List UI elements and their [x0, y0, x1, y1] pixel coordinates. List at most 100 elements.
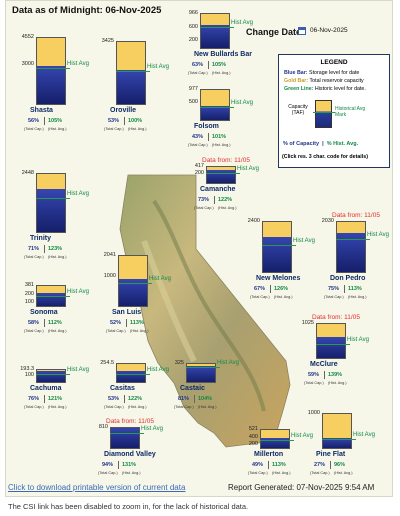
hist-avg-line [36, 374, 70, 375]
hist-avg-label: Hist Avg [353, 432, 375, 438]
hist-avg-caption: (Hist. Avg.) [212, 143, 231, 147]
storage-fill [117, 70, 145, 104]
separator [126, 319, 127, 327]
hist-avg-line [336, 239, 370, 240]
reservoir-name[interactable]: Castaic [180, 385, 205, 392]
pct-hist-avg: 113% [130, 320, 144, 326]
reservoir-name[interactable]: Don Pedro [330, 275, 366, 282]
hist-avg-label: Hist Avg [231, 20, 253, 26]
reservoir-name[interactable]: Camanche [200, 186, 236, 193]
pct-hist-avg: 104% [198, 396, 213, 402]
capacity-bar[interactable] [186, 363, 216, 383]
storage-fill [37, 189, 65, 232]
capacity-bar[interactable] [110, 427, 140, 449]
total-cap-caption: (Total Cap.) [104, 405, 124, 409]
hist-avg-line [36, 296, 70, 297]
legend-sample-bar [315, 100, 332, 128]
date-input[interactable]: 06-Nov-2025 [310, 27, 348, 34]
capacity-tick-mid: 600 [188, 24, 198, 30]
hist-avg-caption: (Hist. Avg.) [48, 329, 67, 333]
capacity-bar[interactable] [36, 173, 66, 233]
pct-capacity: 59% [308, 372, 320, 378]
total-cap-caption: (Total Cap.) [106, 329, 126, 333]
capacity-bar[interactable] [200, 89, 230, 121]
pct-capacity: 43% [192, 134, 204, 140]
capacity-label: 325 [174, 360, 184, 366]
capacity-bar[interactable] [116, 41, 146, 105]
legend-pct-capacity: % of Capacity [283, 141, 320, 147]
capacity-bar[interactable] [322, 413, 352, 449]
reservoir-name[interactable]: Millerton [254, 451, 284, 458]
pct-hist-avg: 100% [128, 118, 143, 124]
hist-avg-line [36, 68, 70, 69]
reservoir-name[interactable]: Pine Flat [316, 451, 346, 458]
total-cap-caption: (Total Cap.) [98, 471, 118, 475]
reservoir-name[interactable]: New Melones [256, 275, 301, 282]
capacity-bar[interactable] [200, 13, 230, 49]
report-generated: Report Generated: 07-Nov-2025 9:54 AM [228, 483, 375, 492]
total-cap-caption: (Total Cap.) [24, 329, 44, 333]
separator [44, 117, 45, 125]
reservoir-name[interactable]: Sonoma [30, 309, 58, 316]
capacity-bar[interactable] [260, 429, 290, 449]
reservoir-conditions-panel: Data as of Midnight: 06-Nov-2025 Change … [5, 0, 393, 497]
hist-avg-label: Hist Avg [147, 367, 169, 373]
storage-fill [111, 428, 139, 448]
data-from-note: Data from: 11/05 [312, 314, 360, 321]
reservoir-name[interactable]: New Bullards Bar [194, 51, 252, 58]
capacity-bar[interactable] [336, 221, 366, 273]
capacity-label: 966 [188, 10, 198, 16]
hist-avg-line [186, 367, 220, 368]
hist-avg-line [116, 374, 150, 375]
separator [214, 196, 215, 204]
data-from-note: Data from: 11/05 [106, 418, 154, 425]
total-cap-caption: (Total Cap.) [188, 71, 208, 75]
capacity-bar[interactable] [36, 369, 66, 383]
reservoir-name[interactable]: Trinity [30, 235, 52, 242]
hist-avg-label: Hist Avg [347, 337, 369, 343]
reservoir-name[interactable]: Casitas [110, 385, 135, 392]
legend: LEGEND Blue Bar: Storage level for date … [278, 54, 390, 168]
reservoir-name[interactable]: Diamond Valley [104, 451, 156, 458]
reservoir-name[interactable]: Oroville [110, 107, 137, 114]
hist-avg-label: Hist Avg [231, 100, 253, 106]
reservoir-name[interactable]: San Luis [112, 309, 142, 316]
hist-avg-caption: (Hist. Avg.) [122, 471, 141, 475]
download-printable-link[interactable]: Click to download printable version of c… [8, 483, 186, 492]
capacity-tick-mid: 3000 [21, 61, 34, 67]
capacity-bar[interactable] [116, 363, 146, 383]
storage-fill [37, 293, 65, 306]
page-title: Data as of Midnight: 06-Nov-2025 [12, 5, 162, 16]
hist-avg-caption: (Hist. Avg.) [198, 405, 217, 409]
legend-capacity-label: Capacity (TAF) [288, 104, 308, 116]
capacity-bar[interactable] [262, 221, 292, 273]
calendar-icon[interactable] [298, 27, 306, 35]
storage-fill [317, 337, 345, 358]
separator [124, 395, 125, 403]
reservoir-name[interactable]: McClure [310, 361, 338, 368]
separator [44, 319, 45, 327]
total-cap-caption: (Total Cap.) [324, 295, 344, 299]
separator [118, 461, 119, 469]
reservoir-name[interactable]: Cachuma [30, 385, 62, 392]
legend-title: LEGEND [320, 59, 348, 66]
capacity-label: 521 [248, 426, 258, 432]
pct-capacity: 71% [28, 246, 40, 252]
capacity-tick-low: 200 [188, 37, 198, 43]
capacity-bar[interactable] [206, 166, 236, 184]
capacity-bar[interactable] [118, 255, 148, 307]
data-from-note: Data from: 11/05 [202, 157, 250, 164]
capacity-bar[interactable] [316, 323, 346, 359]
legend-hist-avg-mark: Historical Avg Mark [335, 106, 366, 118]
pct-hist-avg: 131% [122, 462, 137, 468]
capacity-bar[interactable] [36, 37, 66, 105]
storage-fill [37, 66, 65, 104]
hist-avg-caption: (Hist. Avg.) [48, 127, 67, 131]
separator [268, 461, 269, 469]
pct-hist-avg: 121% [48, 396, 63, 402]
reservoir-name[interactable]: Shasta [30, 107, 53, 114]
capacity-label: 977 [188, 86, 198, 92]
reservoir-name[interactable]: Folsom [194, 123, 219, 130]
legend-blue-label: Blue Bar: [284, 70, 308, 76]
total-cap-caption: (Total Cap.) [250, 295, 270, 299]
